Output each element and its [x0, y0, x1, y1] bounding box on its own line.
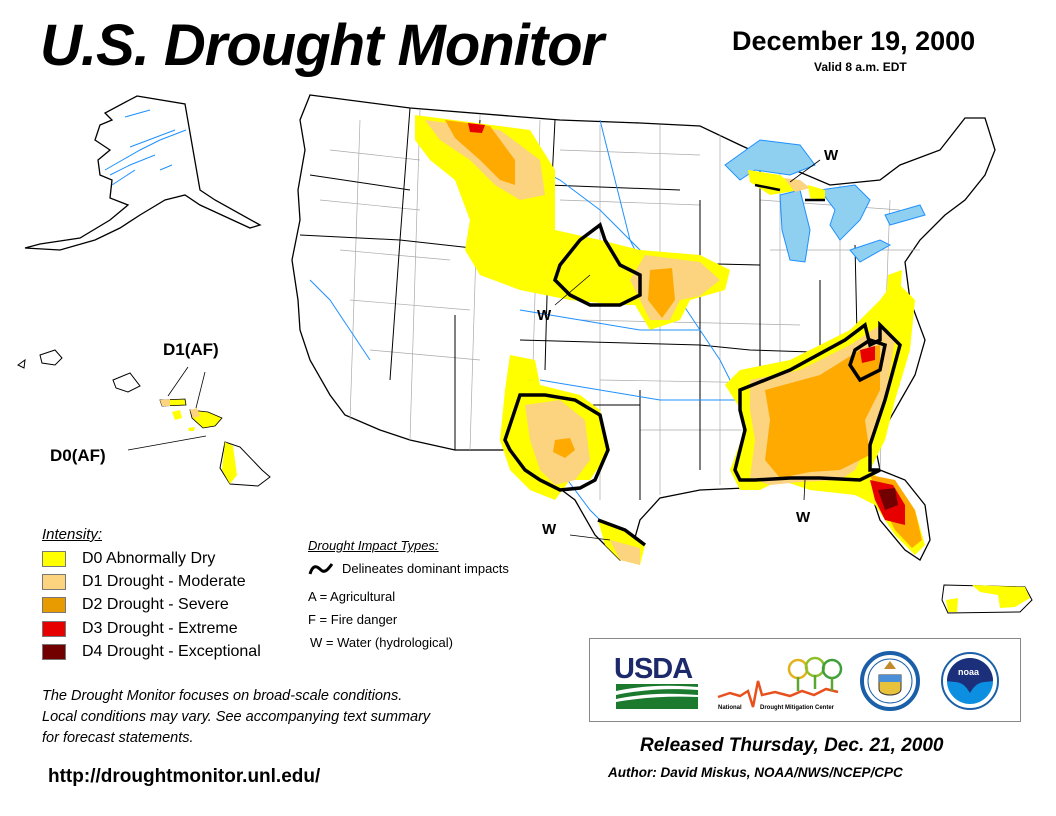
noaa-logo: noaa [941, 652, 999, 710]
legend-swatch-d0 [42, 551, 66, 567]
ndmc-text-right: Drought Mitigation Center [760, 705, 835, 711]
legend-swatch-d3 [42, 621, 66, 637]
page-title: U.S. Drought Monitor [40, 13, 604, 78]
impact-type-water: W = Water (hydrological) [310, 635, 453, 650]
drought-areas [415, 115, 925, 565]
label-w-texas: W [542, 521, 557, 538]
author: Author: David Miskus, NOAA/NWS/NCEP/CPC [608, 765, 903, 780]
hawaii: D1(AF) D0(AF) [17, 340, 271, 487]
legend-label-d2: D2 Drought - Severe [82, 596, 229, 613]
usda-logo: USDA [614, 653, 698, 709]
legend-item-d4: D4 Drought - Exceptional [42, 642, 261, 662]
impact-line-legend: Delineates dominant impacts [308, 560, 509, 576]
legend-item-d0: D0 Abnormally Dry [42, 549, 215, 569]
agency-logos: USDA National Drought Mitigation Center [589, 638, 1021, 722]
impact-types-title: Drought Impact Types: [308, 538, 439, 553]
label-w-southeast: W [796, 509, 811, 526]
impact-labels: W W W W [537, 147, 839, 541]
drought-map: D1(AF) D0(AF) [17, 94, 1033, 614]
legend-item-d3: D3 Drought - Extreme [42, 619, 238, 639]
map-date: December 19, 2000 [732, 26, 976, 56]
legend-label-d0: D0 Abnormally Dry [82, 550, 216, 567]
hawaii-d0-label: D0(AF) [50, 446, 106, 465]
disclaimer-line: Local conditions may vary. See accompany… [42, 709, 431, 725]
impact-line-icon [308, 563, 334, 575]
great-lakes [724, 139, 926, 263]
commerce-seal [860, 651, 920, 711]
legend-label-d4: D4 Drought - Exceptional [82, 643, 261, 660]
disclaimer-line: for forecast statements. [42, 730, 194, 746]
legend-label-d1: D1 Drought - Moderate [82, 573, 246, 590]
legend-swatch-d2 [42, 597, 66, 613]
intensity-legend-title: Intensity: [42, 526, 103, 543]
label-w-great-lakes: W [824, 147, 839, 164]
ndmc-text-left: National [718, 705, 742, 711]
puerto-rico [941, 584, 1033, 614]
legend-swatch-d4 [42, 644, 66, 660]
label-w-plains: W [537, 307, 552, 324]
legend-item-d1: D1 Drought - Moderate [42, 572, 246, 592]
release-date: Released Thursday, Dec. 21, 2000 [640, 735, 944, 756]
website-link[interactable]: http://droughtmonitor.unl.edu/ [48, 766, 321, 787]
ndmc-logo: National Drought Mitigation Center [717, 656, 843, 711]
impact-boundaries [503, 183, 902, 547]
noaa-logo-text: noaa [958, 667, 980, 677]
legend-item-d2: D2 Drought - Severe [42, 595, 229, 615]
impact-line-label: Delineates dominant impacts [342, 560, 509, 576]
logos-graphic: USDA National Drought Mitigation Center [614, 651, 999, 711]
disclaimer: The Drought Monitor focuses on broad-sca… [42, 686, 572, 749]
disclaimer-line: The Drought Monitor focuses on broad-sca… [42, 688, 403, 704]
hawaii-d1-label: D1(AF) [163, 340, 219, 359]
impact-type-fire: F = Fire danger [308, 612, 398, 627]
impact-type-agricultural: A = Agricultural [308, 589, 396, 604]
alaska [24, 95, 262, 251]
legend-swatch-d1 [42, 574, 66, 590]
usda-logo-text: USDA [614, 653, 693, 685]
legend-label-d3: D3 Drought - Extreme [82, 620, 238, 637]
valid-time: Valid 8 a.m. EDT [814, 60, 907, 74]
